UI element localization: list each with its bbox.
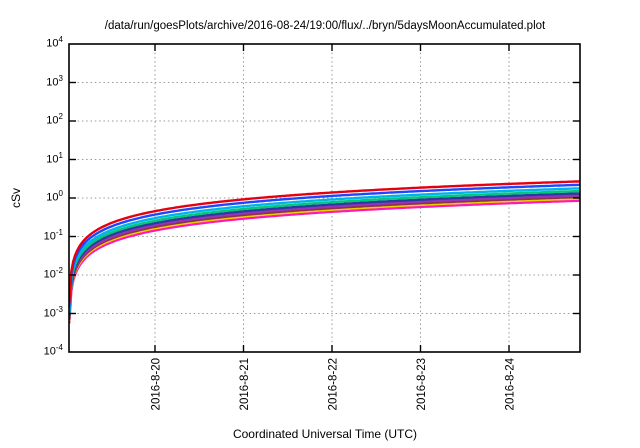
chart-title: /data/run/goesPlots/archive/2016-08-24/1… (104, 20, 546, 32)
series-purple (69, 194, 580, 319)
y-tick-label: 101 (46, 150, 63, 166)
series-maroon (69, 195, 580, 321)
x-tick-label: 2016-8-20 (151, 358, 163, 410)
series-navy (69, 192, 580, 317)
x-tick-label: 2016-8-21 (239, 358, 251, 410)
series-yellow (69, 197, 580, 322)
y-tick-label: 103 (46, 73, 63, 89)
x-tick-label: 2016-8-22 (328, 358, 340, 410)
series-cyan (69, 187, 580, 312)
x-tick-labels: 2016-8-20 2016-8-21 2016-8-22 2016-8-23 2016… (151, 357, 517, 410)
y-axis-label: cSv (9, 188, 23, 209)
dose-curves (69, 180, 580, 324)
series-magenta (69, 199, 580, 324)
x-tick-label: 2016-8-24 (505, 357, 517, 410)
y-tick-label: 100 (46, 189, 63, 204)
series-red (69, 180, 580, 305)
x-tick-label: 2016-8-23 (416, 358, 428, 410)
plot-border (68, 43, 581, 353)
y-tick-label: 102 (46, 112, 63, 127)
axis-ticks (69, 44, 580, 352)
series-blue (69, 183, 580, 308)
y-tick-label: 104 (46, 35, 63, 50)
x-axis-label: Coordinated Universal Time (UTC) (232, 427, 418, 441)
y-tick-label: 10-1 (43, 227, 63, 243)
y-tick-label: 10-3 (43, 304, 63, 320)
y-tick-label: 10-4 (43, 343, 63, 358)
series-spring-green (69, 189, 580, 314)
y-tick-label: 10-2 (43, 266, 63, 281)
